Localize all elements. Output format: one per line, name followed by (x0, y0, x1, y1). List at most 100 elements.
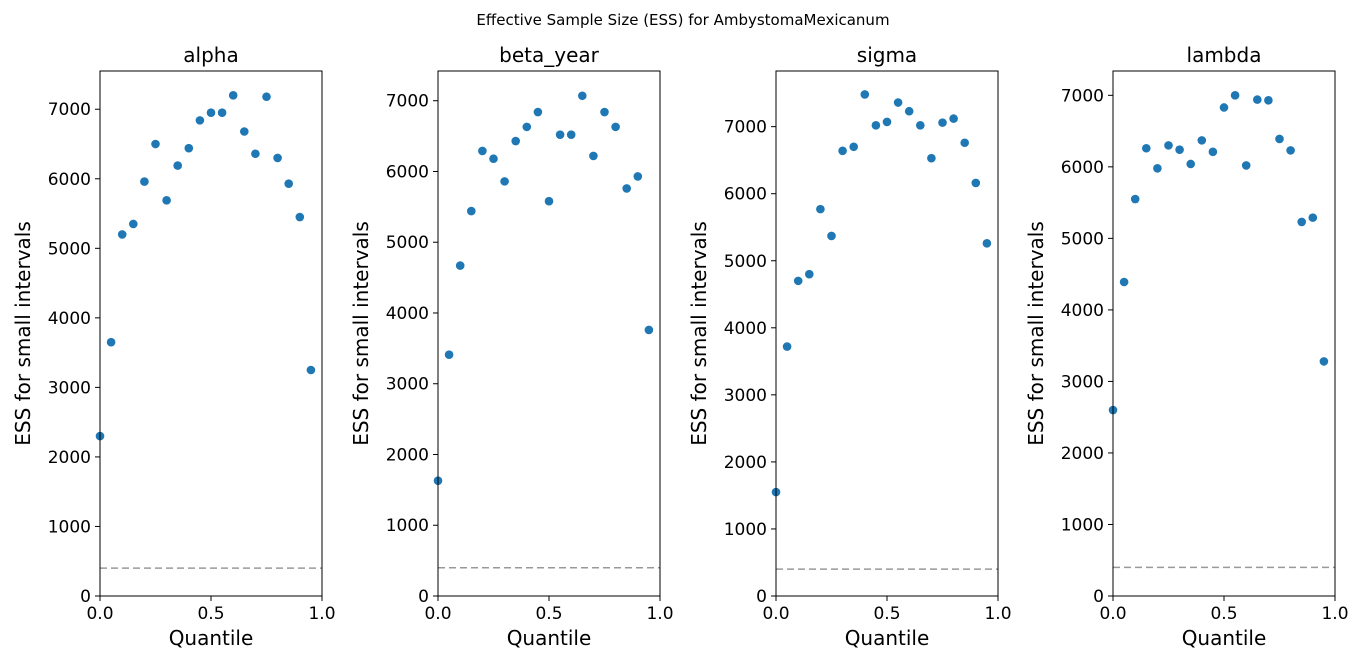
subplot-sigma: 0 1000 2000 3000 4000 5000 6000 7000 0.0 0.5 1.0 si… (687, 43, 1012, 650)
x-axis-label: Quantile (1182, 626, 1267, 650)
data-point (982, 239, 992, 248)
y-tick-label: 7000 (1061, 86, 1104, 106)
y-tick-label: 1000 (1061, 515, 1104, 535)
data-point (893, 98, 903, 107)
data-point (228, 91, 238, 100)
data-point (927, 153, 936, 163)
x-tick-label: 1.0 (984, 604, 1011, 624)
y-tick-label: 0 (80, 587, 91, 607)
x-tick-label: 0.0 (1099, 604, 1126, 624)
data-point (904, 106, 914, 116)
y-tick-label: 2000 (1061, 444, 1104, 464)
subplot-title: alpha (183, 43, 238, 67)
data-point (1219, 103, 1229, 112)
data-point (1308, 213, 1318, 222)
data-point (1241, 161, 1251, 170)
data-point (1286, 146, 1295, 155)
subplot-title: lambda (1187, 43, 1262, 67)
data-point (533, 107, 543, 117)
data-point (195, 116, 205, 125)
data-point (938, 118, 947, 127)
data-point (217, 108, 227, 118)
x-tick-label: 0.5 (535, 604, 562, 624)
data-point (129, 219, 138, 229)
data-point (849, 142, 858, 152)
data-point (1175, 145, 1184, 154)
data-point (500, 177, 509, 186)
y-tick-label: 3000 (1061, 372, 1104, 392)
y-tick-label: 4000 (724, 319, 767, 339)
data-point (1208, 147, 1218, 157)
data-point (284, 179, 294, 188)
data-point (206, 108, 216, 118)
data-point (1197, 136, 1207, 145)
data-point (600, 107, 609, 117)
y-axis-label: ESS for small intervals (687, 221, 711, 446)
subplot-alpha: 0 1000 2000 3000 4000 5000 6000 7000 0.0 0.5 1.0 al… (11, 43, 336, 650)
figure-suptitle: Effective Sample Size (ESS) for Ambystom… (476, 11, 889, 29)
y-tick-label: 7000 (386, 92, 429, 112)
data-point (489, 154, 498, 164)
data-point (816, 204, 825, 214)
x-tick-label: 0.5 (873, 604, 900, 624)
data-point (882, 117, 892, 127)
data-point (589, 151, 598, 161)
y-tick-label: 1000 (386, 516, 429, 536)
data-point (173, 161, 182, 170)
data-point (1142, 143, 1151, 153)
x-tick-label: 1.0 (646, 604, 673, 624)
axes-frame (99, 70, 323, 597)
y-tick-label: 2000 (724, 453, 767, 473)
y-tick-label: 6000 (724, 185, 767, 205)
data-point (971, 178, 981, 188)
data-point (871, 121, 881, 130)
data-point (555, 130, 565, 139)
x-tick-label: 1.0 (1321, 604, 1348, 624)
y-axis-label: ESS for small intervals (11, 221, 35, 446)
axes-frame (437, 70, 661, 597)
data-point (1230, 91, 1240, 100)
data-point (1153, 163, 1162, 173)
x-tick-label: 0.5 (1210, 604, 1237, 624)
x-axis-label: Quantile (169, 626, 254, 650)
y-tick-label: 6000 (386, 162, 429, 182)
y-tick-label: 4000 (48, 309, 91, 329)
data-point (306, 365, 316, 375)
y-tick-label: 6000 (48, 170, 91, 190)
data-point (162, 196, 171, 205)
data-point (117, 230, 127, 239)
data-point (478, 146, 487, 156)
y-tick-label: 4000 (1061, 301, 1104, 321)
data-point (633, 172, 643, 181)
x-tick-label: 0.0 (86, 604, 113, 624)
y-tick-label: 3000 (724, 386, 767, 406)
data-point (467, 206, 476, 216)
x-tick-label: 0.5 (197, 604, 224, 624)
y-tick-label: 1000 (48, 517, 91, 537)
data-point (1119, 277, 1129, 287)
data-point (782, 342, 792, 351)
y-tick-label: 5000 (386, 233, 429, 253)
data-point (1264, 96, 1273, 105)
data-point (251, 149, 260, 159)
data-point (1130, 194, 1140, 204)
data-point (916, 121, 925, 130)
y-tick-label: 2000 (386, 445, 429, 465)
data-point (544, 196, 554, 206)
data-point (511, 136, 520, 146)
axes-frame (775, 70, 999, 597)
x-tick-label: 0.0 (762, 604, 789, 624)
data-point (1319, 357, 1329, 366)
data-point (151, 139, 160, 149)
x-tick-label: 0.0 (424, 604, 451, 624)
data-point (455, 261, 465, 270)
data-point (240, 127, 249, 136)
data-point (960, 138, 969, 148)
data-point (611, 122, 620, 132)
x-axis-label: Quantile (507, 626, 592, 650)
data-point (644, 325, 654, 335)
data-point (566, 130, 576, 139)
y-tick-label: 3000 (48, 378, 91, 398)
y-tick-label: 3000 (386, 375, 429, 395)
